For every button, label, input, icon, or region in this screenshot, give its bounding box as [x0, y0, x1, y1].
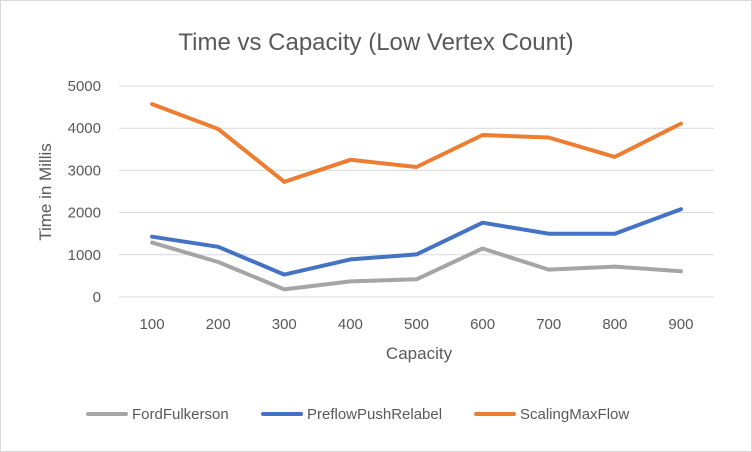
x-tick-label: 600 [470, 316, 495, 333]
legend-label-scalingmaxflow: ScalingMaxFlow [520, 406, 629, 423]
y-tick-label: 4000 [68, 120, 101, 137]
x-tick-label: 300 [272, 316, 297, 333]
x-tick-label: 900 [668, 316, 693, 333]
x-tick-label: 200 [206, 316, 231, 333]
y-tick-label: 1000 [68, 247, 101, 264]
y-tick-label: 2000 [68, 205, 101, 222]
series-line-fordfulkerson [150, 240, 683, 292]
legend: FordFulkerson PreflowPushRelabel ScalingMa… [86, 406, 629, 423]
series-line-scalingmaxflow [150, 102, 683, 184]
y-tick-label: 3000 [68, 162, 101, 179]
legend-label-fordfulkerson: FordFulkerson [132, 406, 229, 423]
x-tick-label: 800 [602, 316, 627, 333]
x-tick-label: 700 [536, 316, 561, 333]
x-axis-ticks: 100 200 300 400 500 600 700 800 900 [140, 316, 694, 333]
y-tick-label: 0 [93, 289, 101, 306]
y-tick-label: 5000 [68, 78, 101, 95]
x-tick-label: 400 [338, 316, 363, 333]
series-lines [150, 102, 683, 292]
x-tick-label: 100 [140, 316, 165, 333]
x-axis-title: Capacity [386, 344, 453, 363]
chart-title: Time vs Capacity (Low Vertex Count) [178, 29, 573, 56]
series-line-preflowpushrelabel [150, 207, 683, 277]
x-tick-label: 500 [404, 316, 429, 333]
legend-label-preflowpushrelabel: PreflowPushRelabel [307, 406, 442, 423]
y-axis-ticks: 0 1000 2000 3000 4000 5000 [68, 78, 101, 306]
y-axis-title: Time in Millis [36, 143, 55, 241]
